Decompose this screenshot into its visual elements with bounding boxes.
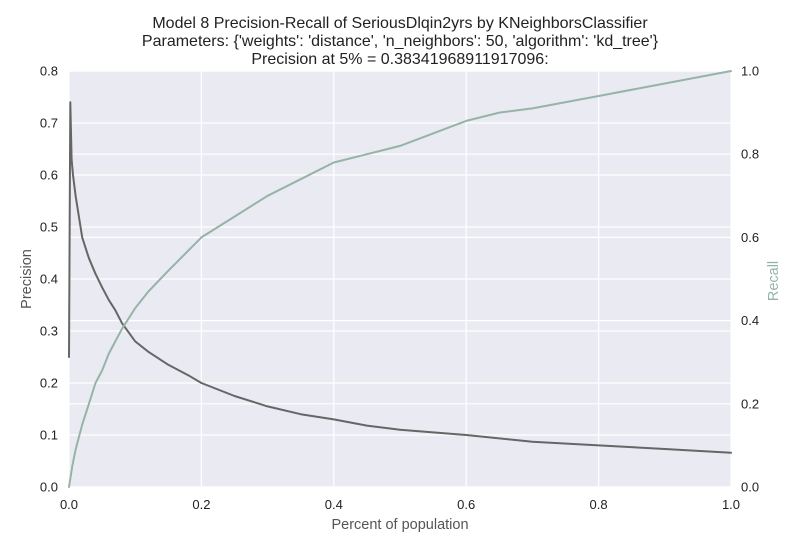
- right-y-axis-ticks: 0.0 0.2 0.4 0.6 0.8 1.0: [741, 64, 759, 495]
- y-left-tick-label: 0.2: [40, 376, 58, 391]
- y-left-tick-label: 0.4: [40, 272, 58, 287]
- y-right-tick-label: 0.2: [741, 396, 759, 411]
- x-tick-label: 0.4: [325, 497, 343, 512]
- x-tick-label: 0.0: [60, 497, 78, 512]
- left-y-axis-label: Precision: [19, 249, 35, 309]
- title-line-3: Precision at 5% = 0.38341968911917096:: [251, 51, 548, 68]
- left-y-axis-ticks: 0.0 0.1 0.2 0.3 0.4 0.5 0.6 0.7 0.8: [40, 64, 58, 495]
- y-right-tick-label: 0.0: [741, 480, 759, 495]
- y-right-tick-label: 0.8: [741, 147, 759, 162]
- y-right-tick-label: 0.6: [741, 230, 759, 245]
- x-tick-label: 0.8: [590, 497, 608, 512]
- y-left-tick-label: 0.6: [40, 168, 58, 183]
- x-axis-label: Percent of population: [331, 517, 468, 533]
- chart-title: Model 8 Precision-Recall of SeriousDlqin…: [142, 15, 659, 68]
- right-y-axis-label: Recall: [766, 261, 782, 301]
- x-tick-label: 0.2: [192, 497, 210, 512]
- x-tick-label: 1.0: [722, 497, 740, 512]
- y-left-tick-label: 0.7: [40, 116, 58, 131]
- y-right-tick-label: 1.0: [741, 64, 759, 79]
- title-line-1: Model 8 Precision-Recall of SeriousDlqin…: [152, 15, 648, 32]
- y-right-tick-label: 0.4: [741, 313, 759, 328]
- y-left-tick-label: 0.3: [40, 324, 58, 339]
- x-axis-ticks: 0.0 0.2 0.4 0.6 0.8 1.0: [60, 497, 740, 512]
- title-line-2: Parameters: {'weights': 'distance', 'n_n…: [142, 33, 659, 50]
- x-tick-label: 0.6: [457, 497, 475, 512]
- y-left-tick-label: 0.1: [40, 428, 58, 443]
- y-left-tick-label: 0.8: [40, 64, 58, 79]
- y-left-tick-label: 0.0: [40, 480, 58, 495]
- y-left-tick-label: 0.5: [40, 220, 58, 235]
